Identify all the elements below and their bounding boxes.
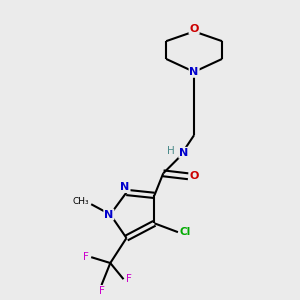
Text: O: O [189,23,199,34]
Text: F: F [83,252,89,262]
Text: F: F [126,274,132,284]
Text: O: O [189,171,199,181]
Text: N: N [120,182,130,192]
Text: F: F [98,286,104,296]
Text: H: H [167,146,175,156]
Text: N: N [190,67,199,77]
Text: CH₃: CH₃ [73,197,89,206]
Text: N: N [179,148,188,158]
Text: Cl: Cl [180,227,191,237]
Text: N: N [104,209,113,220]
